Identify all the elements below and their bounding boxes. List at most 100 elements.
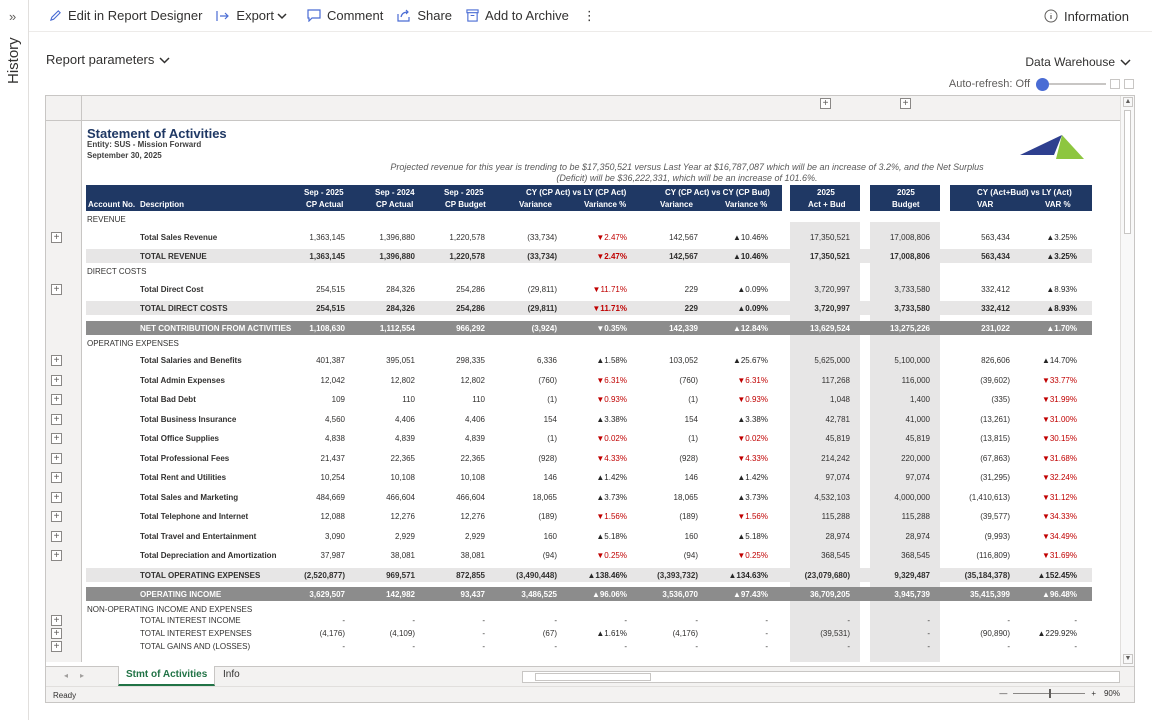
cell-value: ▼4.33% xyxy=(596,453,627,463)
row-label: NON-OPERATING INCOME AND EXPENSES xyxy=(87,605,253,614)
cell-value: (189) xyxy=(679,512,698,521)
expand-row-icon[interactable]: + xyxy=(51,231,62,243)
share-button[interactable]: Share xyxy=(390,0,459,32)
table-row: NET CONTRIBUTION FROM ACTIVITIES 1,108,63… xyxy=(82,320,1121,336)
row-label: TOTAL GAINS AND (LOSSES) xyxy=(140,642,251,651)
expand-history-icon[interactable]: » xyxy=(9,9,17,24)
export-button[interactable]: Export xyxy=(209,0,300,32)
cell-value: 5,625,000 xyxy=(814,356,850,365)
tab-info[interactable]: Info xyxy=(223,669,240,680)
row-label: TOTAL INTEREST EXPENSES xyxy=(140,629,252,638)
cell-value: (760) xyxy=(538,375,557,385)
table-row: Total Rent and Utilities 10,254 10,108 10,1… xyxy=(82,470,1121,485)
report-parameters-toggle[interactable]: Report parameters xyxy=(46,52,170,67)
table-row: Total Travel and Entertainment 3,090 2,929… xyxy=(82,529,1121,544)
more-options-button[interactable]: ⋮ xyxy=(582,7,596,23)
grid-icon[interactable] xyxy=(1124,79,1134,89)
expand-row-icon[interactable]: + xyxy=(51,511,62,522)
auto-refresh: Auto-refresh: Off xyxy=(949,77,1134,91)
scroll-down-icon[interactable]: ▼ xyxy=(1123,654,1133,664)
cell-value: 17,350,521 xyxy=(809,252,850,261)
projection-note-line1: Projected revenue for this year is trend… xyxy=(390,162,984,172)
cell-value: - xyxy=(482,616,485,625)
tab-stmt-of-activities[interactable]: Stmt of Activities xyxy=(118,666,216,686)
report-title: Statement of Activities xyxy=(87,126,227,141)
cell-value: 254,286 xyxy=(456,304,485,313)
cell-value: 2,929 xyxy=(394,531,415,541)
horizontal-scroll-thumb[interactable] xyxy=(535,673,651,681)
cell-value: 12,276 xyxy=(460,512,485,521)
cell-value: - xyxy=(342,616,345,625)
cell-value: 36,709,205 xyxy=(809,590,850,599)
expand-row-icon[interactable]: + xyxy=(51,628,62,639)
scroll-up-icon[interactable]: ▲ xyxy=(1123,97,1133,107)
horizontal-scrollbar[interactable] xyxy=(522,671,1120,683)
cell-value: ▼4.33% xyxy=(737,453,768,463)
zoom-control: — + 90% xyxy=(999,689,1120,698)
expand-row-icon[interactable]: + xyxy=(51,394,62,405)
information-button[interactable]: Information xyxy=(1037,0,1136,32)
cell-value: 4,838 xyxy=(324,434,345,443)
zoom-in-button[interactable]: + xyxy=(1091,689,1096,698)
expand-row-icon[interactable]: + xyxy=(51,550,62,561)
cell-value: 93,437 xyxy=(460,590,485,599)
cell-value: - xyxy=(624,616,627,625)
auto-refresh-slider[interactable] xyxy=(1036,77,1106,91)
expand-row-icon[interactable]: + xyxy=(51,641,62,652)
expand-row-icon[interactable]: + xyxy=(51,491,62,503)
comment-button[interactable]: Comment xyxy=(300,0,390,32)
tab-nav-arrows-icon[interactable]: ◂▸ xyxy=(64,671,97,680)
row-label: TOTAL DIRECT COSTS xyxy=(140,304,228,313)
table-row: TOTAL DIRECT COSTS 254,515 284,326 254,286 (… xyxy=(82,301,1121,316)
vertical-scroll-thumb[interactable] xyxy=(1124,110,1131,234)
cell-value: 3,720,997 xyxy=(814,304,850,313)
cell-value: 563,434 xyxy=(981,232,1010,242)
expand-row-icon[interactable]: + xyxy=(51,615,62,626)
expand-column-group-icon[interactable]: + xyxy=(900,98,911,109)
expand-row-icon[interactable]: + xyxy=(51,472,62,483)
cell-value: 38,081 xyxy=(460,551,485,560)
cell-value: (13,261) xyxy=(980,414,1010,424)
header-c8-top: 2025 xyxy=(817,188,835,197)
edit-report-designer-button[interactable]: Edit in Report Designer xyxy=(42,0,209,32)
cell-value: ▼6.31% xyxy=(737,375,768,385)
zoom-slider[interactable] xyxy=(1013,689,1086,698)
cell-value: 4,839 xyxy=(464,434,485,443)
expand-row-icon[interactable]: + xyxy=(51,355,62,366)
cell-value: ▲3.25% xyxy=(1046,232,1077,242)
cell-value: 231,022 xyxy=(981,323,1010,333)
expand-row-icon[interactable]: + xyxy=(51,530,62,542)
cell-value: 154 xyxy=(684,414,698,424)
expand-row-icon[interactable]: + xyxy=(51,433,62,444)
cell-value: ▼6.31% xyxy=(596,375,627,385)
expand-row-icon[interactable]: + xyxy=(51,413,62,425)
cell-value: 10,108 xyxy=(460,473,485,482)
zoom-out-button[interactable]: — xyxy=(999,689,1008,698)
cell-value: ▲229.92% xyxy=(1037,629,1078,638)
expand-row-icon[interactable]: + xyxy=(51,374,62,386)
table-row: TOTAL GAINS AND (LOSSES) - - - - - - - - - - - xyxy=(82,639,1121,654)
expand-row-icon[interactable]: + xyxy=(51,452,62,464)
cell-value: 160 xyxy=(684,531,698,541)
header-c1-top: Sep - 2025 xyxy=(304,188,344,197)
slider-thumb[interactable] xyxy=(1036,78,1049,91)
vertical-scrollbar[interactable]: ▲ ▼ xyxy=(1120,96,1134,666)
cell-value: 17,008,806 xyxy=(889,252,930,261)
cell-value: 214,242 xyxy=(821,453,850,463)
data-source-dropdown[interactable]: Data Warehouse xyxy=(1025,55,1131,69)
popout-icon[interactable] xyxy=(1110,79,1120,89)
history-label[interactable]: History xyxy=(5,37,22,84)
select-all-corner[interactable] xyxy=(46,96,82,121)
expand-row-icon[interactable]: + xyxy=(51,283,62,295)
expand-column-group-icon[interactable]: + xyxy=(820,98,831,109)
cell-value: 12,276 xyxy=(390,512,415,521)
cell-value: 103,052 xyxy=(669,356,698,365)
add-to-archive-button[interactable]: Add to Archive xyxy=(459,0,576,32)
header-c2-bottom: CP Actual xyxy=(376,200,414,209)
header-account-no: Account No. xyxy=(88,200,136,209)
row-label: Total Direct Cost xyxy=(140,284,204,294)
cell-value: ▼1.56% xyxy=(737,512,768,521)
row-label: NET CONTRIBUTION FROM ACTIVITIES xyxy=(140,323,292,333)
cell-value: 254,515 xyxy=(316,284,345,294)
cell-value: 18,065 xyxy=(532,492,557,502)
